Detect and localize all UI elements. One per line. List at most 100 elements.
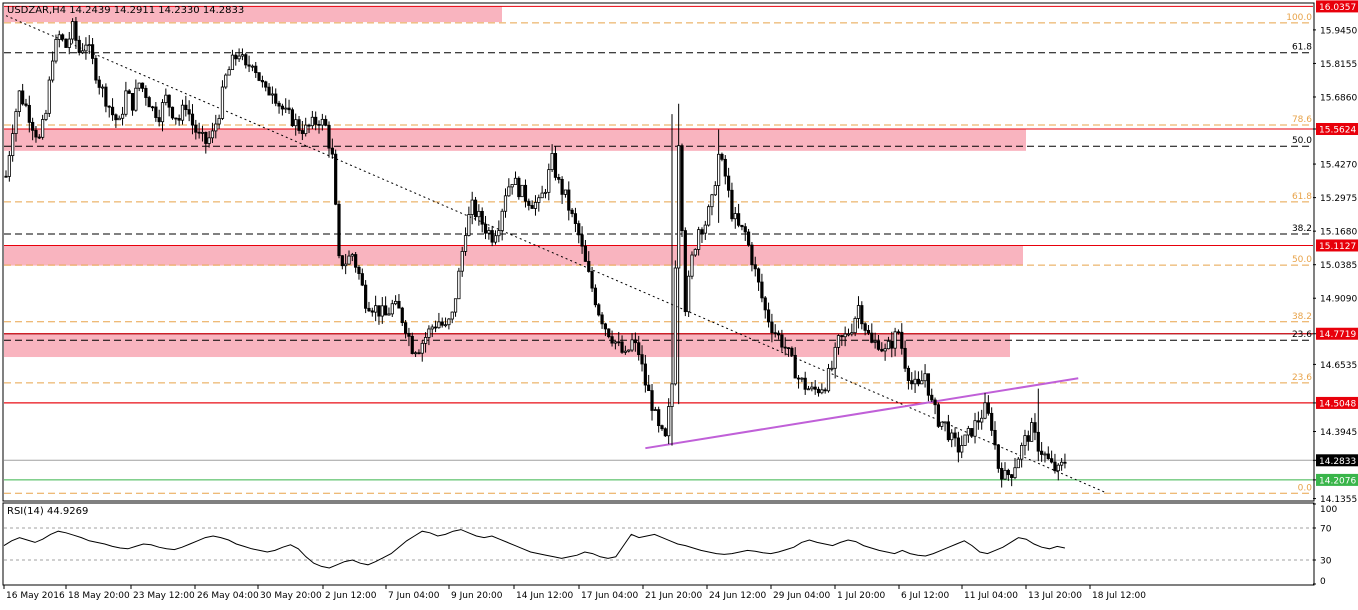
price-label-box (1316, 239, 1358, 252)
candle-body (953, 432, 957, 439)
fib-level-label: 61.8 (1292, 192, 1312, 202)
candle-body (550, 153, 554, 171)
candle-body (776, 332, 781, 336)
candle-body (144, 87, 148, 98)
candle-body (816, 388, 821, 394)
candle-body (687, 275, 691, 313)
candle-body (520, 184, 524, 198)
fib-level-label: 61.8 (1292, 43, 1312, 53)
candle-body (284, 107, 288, 110)
candle-body (433, 326, 438, 329)
candle-body (31, 121, 35, 131)
candle-body (813, 386, 817, 390)
candle-body (863, 323, 867, 331)
candle-body (970, 428, 974, 437)
rsi-axis-label: 100 (1320, 505, 1337, 515)
candle-body (756, 268, 761, 283)
candle-body (533, 202, 538, 209)
symbol-header: USDZAR,H4 14.2439 14.2911 14.2330 14.283… (7, 5, 244, 16)
candle-body (190, 113, 195, 126)
candle-body (21, 90, 25, 105)
candle-body (667, 406, 671, 437)
price-label-text: 14.7719 (1319, 330, 1356, 340)
rsi-label: RSI(14) 44.9269 (7, 506, 88, 517)
candle-body (1063, 461, 1067, 464)
candle-body (960, 445, 964, 453)
candle-body (803, 377, 807, 390)
candle-body (517, 177, 521, 198)
price-axis-label: 15.9450 (1320, 26, 1357, 36)
candle-body (267, 86, 271, 96)
candle-body (287, 107, 291, 111)
candle-body (54, 39, 58, 62)
candle-body (364, 284, 368, 309)
candle-body (743, 226, 747, 233)
candle-body (237, 55, 241, 60)
time-axis-label: 26 May 04:00 (197, 591, 259, 601)
candle-body (617, 341, 621, 344)
candle-body (140, 82, 145, 89)
candle-body (214, 123, 218, 132)
candle-body (234, 54, 238, 60)
candle-body (480, 210, 484, 225)
candle-body (883, 348, 887, 352)
candle-body (387, 313, 391, 316)
candle-body (224, 74, 228, 88)
candle-body (647, 384, 651, 392)
candle-body (543, 191, 548, 194)
price-candles (4, 16, 1067, 488)
ascending-trendline (645, 377, 1079, 450)
candle-body (900, 331, 904, 349)
candle-body (920, 380, 924, 385)
candle-body (906, 367, 911, 381)
candle-body (593, 287, 598, 306)
candle-body (324, 118, 328, 126)
candle-body (340, 255, 344, 267)
candle-body (540, 192, 544, 199)
price-label-text: 15.5624 (1319, 125, 1356, 135)
candle-body (640, 354, 644, 365)
candle-body (737, 213, 741, 226)
candle-body (760, 281, 764, 299)
candle-body (733, 213, 737, 220)
time-axis[interactable]: 16 May 2016 18 May 20:00 23 May 12:00 26 Ma… (3, 585, 1146, 601)
fib-level-label: 38.2 (1292, 224, 1312, 234)
rsi-panel[interactable] (2, 502, 1315, 586)
candle-body (380, 305, 384, 317)
candle-body (197, 131, 201, 134)
candle-body (360, 273, 364, 286)
candle-body (210, 130, 215, 139)
time-axis-label: 1 Jul 20:00 (837, 591, 886, 601)
candle-body (710, 194, 714, 208)
candle-body (447, 318, 451, 326)
candle-body (680, 145, 684, 231)
candle-body (727, 175, 731, 191)
price-axis-label: 15.8155 (1320, 60, 1357, 70)
candle-body (34, 129, 38, 138)
candle-body (1020, 445, 1024, 460)
time-axis-label: 23 May 12:00 (133, 591, 195, 601)
candle-body (600, 314, 604, 325)
candle-body (77, 39, 81, 54)
candle-body (653, 409, 657, 412)
candle-body (573, 213, 578, 224)
candle-body (946, 421, 950, 441)
candle-body (97, 79, 101, 88)
candle-body (610, 336, 614, 344)
candle-body (367, 307, 371, 312)
candle-body (177, 118, 181, 121)
candle-body (683, 230, 687, 313)
price-axis[interactable]: 15.9450 15.8155 15.6860 15.5624 15.4270 15.29… (1313, 26, 1357, 505)
candle-body (823, 389, 827, 392)
candle-body (657, 409, 661, 427)
price-label-box (1316, 0, 1358, 13)
candle-body (87, 44, 91, 47)
candle-body (17, 90, 21, 112)
time-axis-label: 11 Jul 04:00 (964, 591, 1018, 601)
candle-body (796, 377, 801, 380)
candle-body (41, 119, 45, 138)
candle-body (307, 124, 311, 127)
candle-body (440, 321, 444, 326)
